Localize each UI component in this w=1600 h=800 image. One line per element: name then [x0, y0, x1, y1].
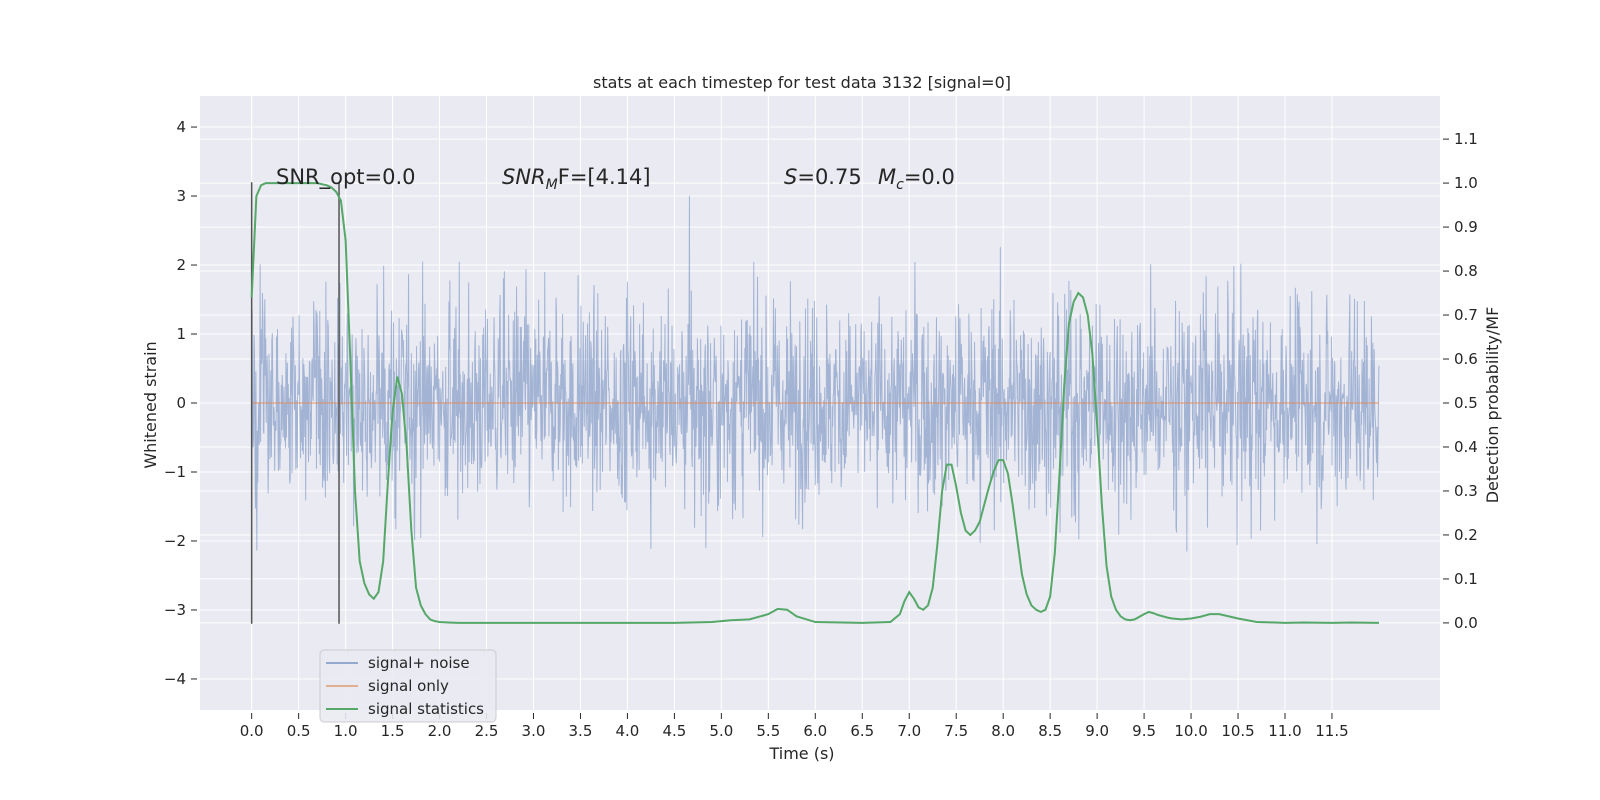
mc-subscript: c: [896, 177, 904, 193]
y-left-tick-label: 3: [176, 187, 186, 205]
annotation-snr-mf: SNRMF=[4.14]: [502, 165, 651, 193]
s-value: =0.75: [797, 165, 861, 189]
legend-box: [319, 649, 497, 723]
annotation-s: S=0.75: [784, 165, 862, 189]
legend: signal+ noise signal only signal statist…: [319, 649, 497, 723]
y-right-tick-label: 0.3: [1454, 482, 1478, 500]
y-right-tick-label: 1.0: [1454, 174, 1478, 192]
x-tick-label: 8.5: [1038, 722, 1062, 740]
y-right-tick-label: 0.5: [1454, 394, 1478, 412]
x-tick-label: 2.0: [428, 722, 452, 740]
snr-mf-subscript: M: [546, 177, 558, 193]
x-tick-label: 7.5: [944, 722, 968, 740]
y-right-tick-label: 0.9: [1454, 218, 1478, 236]
plot-area: [200, 96, 1440, 710]
y-left-tick-label: −2: [164, 532, 186, 550]
y-left-tick-label: −4: [164, 670, 186, 688]
x-tick-label: 0.5: [287, 722, 311, 740]
annotations: SNR_opt=0.0 SNRMF=[4.14] S=0.75 Mc=0.0: [276, 165, 955, 193]
y-right-axis-label: Detection probability/MF: [1483, 307, 1502, 504]
x-tick-label: 11.0: [1268, 722, 1301, 740]
x-tick-label: 11.5: [1315, 722, 1348, 740]
noise-series: [251, 195, 1380, 552]
y-right-tick-label: 1.1: [1454, 130, 1478, 148]
y-left-tick-label: 4: [176, 118, 186, 136]
y-left-tick-label: 2: [176, 256, 186, 274]
y-right-tick-label: 0.8: [1454, 262, 1478, 280]
annotation-snr-opt: SNR_opt=0.0: [276, 165, 416, 190]
x-axis-ticks: 0.0 0.5 1.0 1.5 2.0 2.5 3.0 3.5 4.0 4.5 5.0 5.5 6.0 6…: [240, 713, 1349, 740]
x-tick-label: 2.5: [475, 722, 499, 740]
legend-label-statistics: signal statistics: [368, 700, 484, 718]
y-left-tick-label: −3: [164, 601, 186, 619]
y-right-tick-label: 0.0: [1454, 614, 1478, 632]
x-tick-label: 3.0: [522, 722, 546, 740]
y-left-tick-label: −1: [164, 463, 186, 481]
mc-prefix: M: [878, 165, 896, 189]
y-right-tick-label: 0.6: [1454, 350, 1478, 368]
x-tick-label: 3.5: [569, 722, 593, 740]
y-right-tick-label: 0.1: [1454, 570, 1478, 588]
x-tick-label: 8.0: [991, 722, 1015, 740]
y-right-tick-label: 0.2: [1454, 526, 1478, 544]
marker-lines: [250, 182, 340, 624]
x-tick-label: 6.5: [850, 722, 874, 740]
x-tick-label: 0.0: [240, 722, 264, 740]
x-tick-label: 1.0: [334, 722, 358, 740]
y-left-axis-ticks: 4 3 2 1 0 −1 −2 −3 −4: [164, 118, 197, 688]
x-tick-label: 5.0: [709, 722, 733, 740]
y-right-tick-label: 0.4: [1454, 438, 1478, 456]
x-tick-label: 4.5: [662, 722, 686, 740]
statistics-line: [250, 182, 1379, 624]
x-tick-label: 9.5: [1132, 722, 1156, 740]
y-right-tick-label: 0.7: [1454, 306, 1478, 324]
chart-title: stats at each timestep for test data 313…: [593, 73, 1011, 92]
snr-mf-suffix: F=[4.14]: [558, 165, 651, 189]
legend-label-noise: signal+ noise: [368, 654, 470, 672]
annotation-mc: Mc=0.0: [878, 165, 955, 193]
x-tick-label: 10.5: [1221, 722, 1254, 740]
statistics-series: [250, 182, 1379, 624]
x-tick-label: 10.0: [1174, 722, 1207, 740]
x-tick-label: 7.0: [897, 722, 921, 740]
legend-label-signal-only: signal only: [368, 677, 449, 695]
mc-value: =0.0: [904, 165, 955, 189]
x-axis-label: Time (s): [768, 744, 834, 763]
x-tick-label: 4.0: [615, 722, 639, 740]
s-prefix: S: [784, 165, 797, 189]
y-left-axis-label: Whitened strain: [141, 341, 160, 468]
x-tick-label: 9.0: [1085, 722, 1109, 740]
x-tick-label: 1.5: [381, 722, 405, 740]
y-right-axis-ticks: 1.1 1.0 0.9 0.8 0.7 0.6 0.5 0.4 0.3 0.2 0.1 0.0: [1443, 130, 1478, 632]
x-tick-label: 5.5: [756, 722, 780, 740]
y-left-tick-label: 1: [176, 325, 186, 343]
snr-mf-prefix: SNR: [502, 165, 546, 189]
y-left-tick-label: 0: [176, 394, 186, 412]
noise-trace: [251, 195, 1380, 552]
x-tick-label: 6.0: [803, 722, 827, 740]
